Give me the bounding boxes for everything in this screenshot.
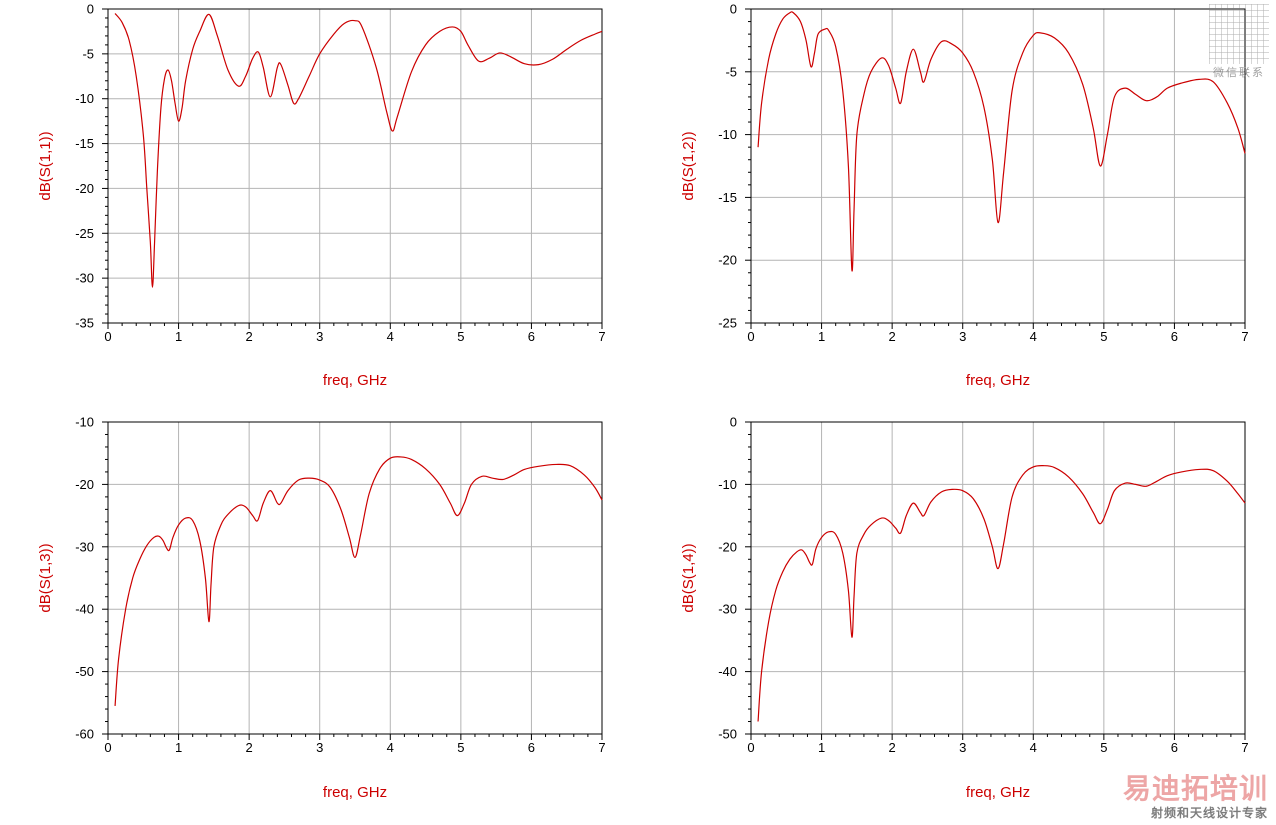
x-tick-label: 3 [959, 740, 966, 755]
x-tick-label: 2 [246, 329, 253, 344]
y-tick-label: -30 [75, 539, 94, 554]
y-tick-label: -20 [718, 253, 737, 268]
y-tick-label: -15 [718, 190, 737, 205]
series-line [114, 456, 603, 706]
x-tick-label: 4 [387, 329, 394, 344]
y-tick-label: 0 [730, 415, 737, 430]
x-tick-label: 0 [747, 740, 754, 755]
y-axis-label: dB(S(1,2)) [680, 131, 697, 200]
x-tick-label: 3 [959, 329, 966, 344]
x-tick-label: 6 [1171, 329, 1178, 344]
y-tick-label: -50 [718, 727, 737, 742]
x-tick-label: 0 [104, 329, 111, 344]
x-axis-label: freq, GHz [323, 372, 387, 389]
x-tick-label: 4 [1030, 329, 1037, 344]
y-tick-label: -35 [75, 316, 94, 331]
x-tick-label: 5 [457, 329, 464, 344]
y-tick-label: -10 [75, 415, 94, 430]
y-tick-label: -25 [75, 226, 94, 241]
y-tick-label: -20 [75, 181, 94, 196]
y-tick-label: -10 [718, 127, 737, 142]
series-line [757, 465, 1246, 722]
x-tick-label: 2 [889, 740, 896, 755]
x-tick-label: 2 [246, 740, 253, 755]
x-tick-label: 7 [1241, 740, 1248, 755]
series-line [114, 13, 603, 288]
x-tick-label: 0 [104, 740, 111, 755]
x-axis-label: freq, GHz [966, 372, 1030, 389]
x-tick-label: 4 [1030, 740, 1037, 755]
y-tick-label: -40 [75, 602, 94, 617]
y-tick-label: -25 [718, 316, 737, 331]
y-tick-label: -15 [75, 136, 94, 151]
x-tick-label: 6 [1171, 740, 1178, 755]
chart-panel-2: 0 1 2 3 4 5 6 7 0 -5 -10 -15 -20 -25 freq, GHz dB(S(1,2… [680, 2, 1249, 390]
x-tick-label: 5 [1100, 329, 1107, 344]
x-axis-label: freq, GHz [966, 784, 1030, 801]
y-tick-label: -5 [82, 46, 94, 61]
y-tick-label: -20 [718, 539, 737, 554]
y-axis-label: dB(S(1,3)) [37, 543, 54, 612]
x-tick-label: 6 [528, 329, 535, 344]
chart-panel-3: 0 1 2 3 4 5 6 7 -10 -20 -30 -40 -50 -60 freq, GHz dB(S(… [37, 415, 606, 802]
x-tick-label: 1 [818, 740, 825, 755]
y-tick-label: -20 [75, 477, 94, 492]
x-tick-label: 6 [528, 740, 535, 755]
x-tick-label: 3 [316, 329, 323, 344]
y-axis-label: dB(S(1,4)) [680, 543, 697, 612]
y-tick-label: -50 [75, 664, 94, 679]
y-axis-label: dB(S(1,1)) [37, 131, 54, 200]
y-tick-label: -30 [75, 271, 94, 286]
x-tick-label: 3 [316, 740, 323, 755]
x-tick-label: 0 [747, 329, 754, 344]
x-tick-label: 7 [598, 740, 605, 755]
y-tick-label: -10 [718, 477, 737, 492]
x-axis-label: freq, GHz [323, 784, 387, 801]
y-tick-label: -5 [725, 64, 737, 79]
chart-panel-1: 0 1 2 3 4 5 6 7 0 -5 -10 -15 -20 -25 -30 -35 freq, GHz dB… [37, 2, 606, 390]
x-tick-label: 7 [1241, 329, 1248, 344]
y-tick-label: -30 [718, 602, 737, 617]
x-tick-label: 2 [889, 329, 896, 344]
series-line [757, 11, 1246, 272]
chart-panel-4: 0 1 2 3 4 5 6 7 0 -10 -20 -30 -40 -50 freq, GHz dB(S(1,… [680, 415, 1249, 802]
qr-caption: 微信联系 [1213, 66, 1265, 79]
x-tick-label: 1 [818, 329, 825, 344]
x-tick-label: 5 [1100, 740, 1107, 755]
qr-code-icon [1209, 4, 1269, 64]
y-tick-label: -40 [718, 664, 737, 679]
x-tick-label: 7 [598, 329, 605, 344]
watermark: 易迪拓培训 射频和天线设计专家 [1123, 774, 1268, 821]
plot-frame [750, 421, 1246, 735]
y-tick-label: 0 [87, 2, 94, 17]
x-tick-label: 1 [175, 740, 182, 755]
x-tick-label: 4 [387, 740, 394, 755]
plot-frame [750, 8, 1246, 324]
qr-code-badge: 微信联系 [1206, 4, 1272, 80]
watermark-brand: 易迪拓培训 [1122, 772, 1268, 805]
y-tick-label: -10 [75, 91, 94, 106]
x-tick-label: 5 [457, 740, 464, 755]
y-tick-label: -60 [75, 727, 94, 742]
x-tick-label: 1 [175, 329, 182, 344]
watermark-tagline: 射频和天线设计专家 [1150, 806, 1268, 820]
plot-frame [107, 8, 603, 324]
y-tick-label: 0 [730, 2, 737, 17]
plot-frame [107, 421, 603, 735]
